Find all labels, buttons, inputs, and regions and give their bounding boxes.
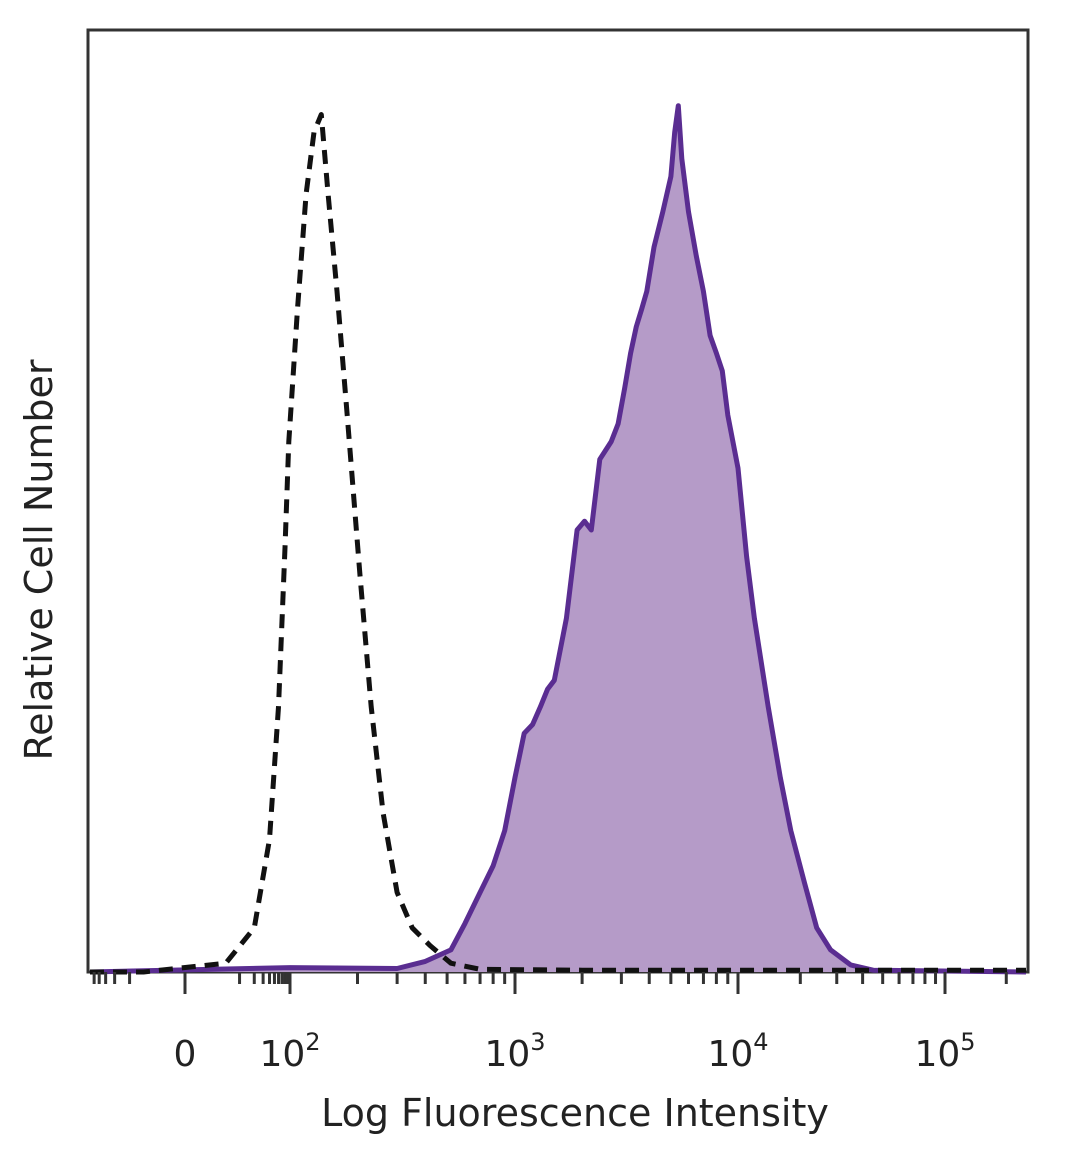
series-1-area (90, 105, 1026, 972)
x-tick-labels: 0 102 103 104 105 (174, 1028, 976, 1075)
series-0-line (90, 112, 1026, 975)
series-1-line (89, 103, 1027, 975)
x-tick-label: 105 (914, 1028, 975, 1075)
x-tick-label: 103 (484, 1028, 545, 1075)
y-axis-title: Relative Cell Number (17, 359, 61, 760)
x-axis-title: Log Fluorescence Intensity (321, 1091, 829, 1135)
series-layer (89, 103, 1027, 975)
x-tick-label: 102 (259, 1028, 320, 1075)
x-tick-label: 104 (707, 1028, 768, 1075)
x-tick-label: 0 (174, 1034, 197, 1075)
x-axis (92, 972, 1008, 994)
